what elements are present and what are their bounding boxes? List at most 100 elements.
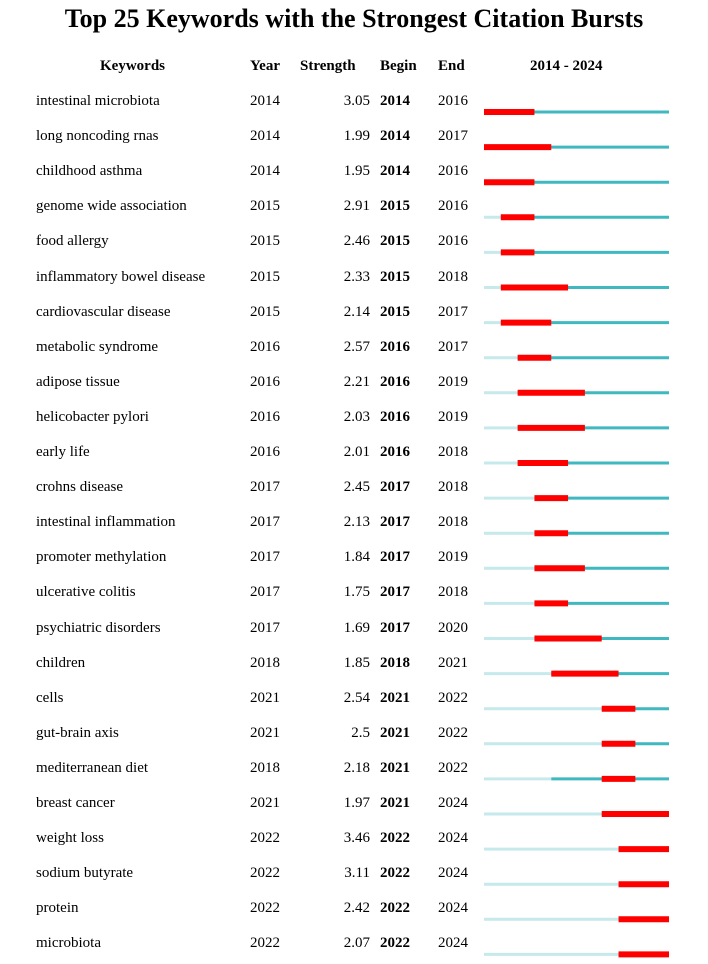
begin-value: 2015 <box>380 233 410 250</box>
end-value: 2021 <box>438 654 468 671</box>
strength-value: 2.13 <box>343 514 370 531</box>
end-value: 2019 <box>438 408 468 425</box>
year-value: 2021 <box>250 689 280 706</box>
keyword-label: weight loss <box>36 830 104 847</box>
keyword-label: food allergy <box>36 233 109 250</box>
begin-value: 2021 <box>380 724 410 741</box>
keyword-label: psychiatric disorders <box>36 619 161 636</box>
header-end: End <box>438 58 465 74</box>
year-value: 2021 <box>250 724 280 741</box>
year-value: 2022 <box>250 935 280 952</box>
end-value: 2019 <box>438 549 468 566</box>
year-value: 2016 <box>250 373 280 390</box>
end-value: 2017 <box>438 128 468 145</box>
begin-value: 2017 <box>380 619 410 636</box>
strength-value: 3.46 <box>343 830 370 847</box>
end-value: 2024 <box>438 935 468 952</box>
keyword-label: protein <box>36 900 79 917</box>
year-value: 2015 <box>250 303 280 320</box>
strength-value: 2.14 <box>343 303 370 320</box>
strength-value: 1.97 <box>343 795 370 811</box>
keyword-label: cardiovascular disease <box>36 303 171 320</box>
keyword-label: gut-brain axis <box>36 724 119 741</box>
header-begin: Begin <box>380 58 417 74</box>
year-value: 2016 <box>250 408 280 425</box>
begin-value: 2014 <box>380 93 410 109</box>
year-value: 2015 <box>250 233 280 250</box>
year-value: 2015 <box>250 268 280 285</box>
year-value: 2015 <box>250 198 280 215</box>
keyword-label: children <box>36 654 86 671</box>
year-value: 2017 <box>250 619 280 636</box>
strength-value: 2.91 <box>343 198 370 215</box>
keyword-label: early life <box>36 444 90 460</box>
begin-value: 2014 <box>380 128 410 145</box>
keyword-label: microbiota <box>36 935 101 952</box>
year-value: 2014 <box>250 128 280 145</box>
strength-value: 2.5 <box>351 724 370 741</box>
keyword-label: promoter methylation <box>36 549 167 566</box>
strength-value: 2.03 <box>343 408 370 425</box>
year-value: 2021 <box>250 795 280 811</box>
begin-value: 2022 <box>380 935 410 952</box>
begin-value: 2018 <box>380 654 410 671</box>
end-value: 2016 <box>438 198 468 215</box>
year-value: 2017 <box>250 514 280 531</box>
strength-value: 2.57 <box>343 338 370 355</box>
strength-value: 2.21 <box>343 373 370 390</box>
begin-value: 2016 <box>380 444 410 460</box>
keyword-label: helicobacter pylori <box>36 408 149 425</box>
header-strength: Strength <box>300 58 356 74</box>
strength-value: 3.11 <box>344 865 370 882</box>
begin-value: 2015 <box>380 198 410 215</box>
end-value: 2016 <box>438 233 468 250</box>
strength-value: 1.95 <box>343 163 370 180</box>
begin-value: 2021 <box>380 759 410 776</box>
keyword-label: sodium butyrate <box>36 865 134 882</box>
strength-value: 2.33 <box>343 268 370 285</box>
end-value: 2024 <box>438 865 468 882</box>
begin-value: 2017 <box>380 479 410 496</box>
end-value: 2019 <box>438 373 468 390</box>
keyword-label: long noncoding rnas <box>36 128 159 145</box>
year-value: 2017 <box>250 584 280 601</box>
end-value: 2024 <box>438 795 468 811</box>
end-value: 2022 <box>438 689 468 706</box>
strength-value: 2.54 <box>343 689 370 706</box>
end-value: 2018 <box>438 479 468 496</box>
end-value: 2020 <box>438 619 468 636</box>
end-value: 2017 <box>438 303 468 320</box>
year-value: 2016 <box>250 338 280 355</box>
end-value: 2017 <box>438 338 468 355</box>
begin-value: 2017 <box>380 514 410 531</box>
keyword-label: intestinal inflammation <box>36 514 176 531</box>
keyword-label: inflammatory bowel disease <box>36 268 206 285</box>
begin-value: 2021 <box>380 689 410 706</box>
keyword-label: cells <box>36 689 64 706</box>
keyword-label: breast cancer <box>36 795 115 811</box>
end-value: 2024 <box>438 900 468 917</box>
year-value: 2016 <box>250 444 280 460</box>
header-range: 2014 - 2024 <box>530 58 603 74</box>
end-value: 2024 <box>438 830 468 847</box>
strength-value: 2.07 <box>343 935 370 952</box>
strength-value: 1.84 <box>343 549 370 566</box>
header-keywords: Keywords <box>100 58 165 74</box>
begin-value: 2017 <box>380 549 410 566</box>
strength-value: 1.99 <box>343 128 370 145</box>
keyword-label: metabolic syndrome <box>36 338 159 355</box>
year-value: 2014 <box>250 163 280 180</box>
begin-value: 2016 <box>380 408 410 425</box>
begin-value: 2015 <box>380 303 410 320</box>
header-year: Year <box>250 58 280 74</box>
strength-value: 1.75 <box>343 584 370 601</box>
year-value: 2018 <box>250 759 280 776</box>
year-value: 2022 <box>250 830 280 847</box>
strength-value: 1.85 <box>343 654 370 671</box>
keyword-label: crohns disease <box>36 479 124 496</box>
strength-value: 2.46 <box>343 233 370 250</box>
begin-value: 2017 <box>380 584 410 601</box>
end-value: 2018 <box>438 584 468 601</box>
end-value: 2022 <box>438 759 468 776</box>
